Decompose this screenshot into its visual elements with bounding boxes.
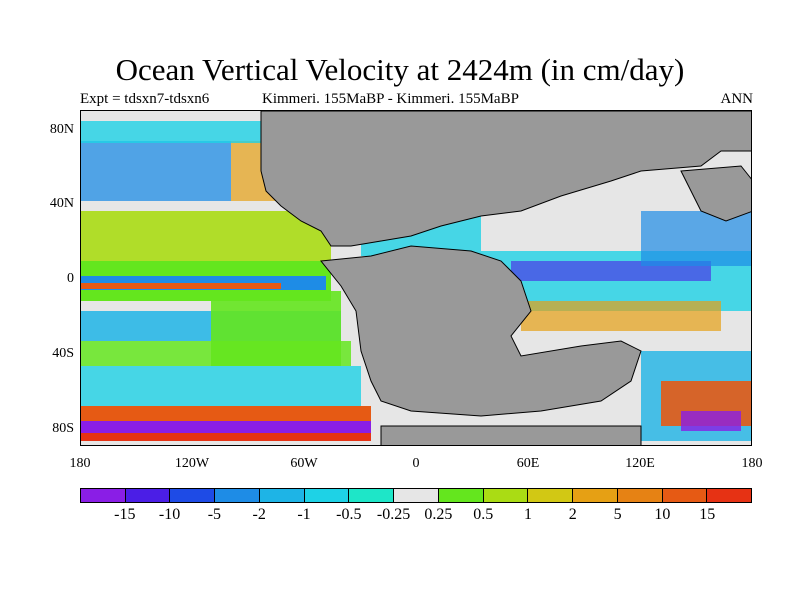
colorbar-swatch [573, 489, 618, 502]
colorbar-swatch [170, 489, 216, 502]
y-tick-label: 80S [52, 421, 74, 436]
colorbar-label: 5 [613, 506, 622, 523]
season-label: ANN [720, 91, 754, 107]
colorbar-swatch [394, 489, 439, 502]
colorbar-swatch [617, 489, 663, 502]
colorbar-swatch [304, 489, 350, 502]
colorbar-swatch [707, 489, 752, 502]
colorbar-label: 2 [568, 506, 577, 523]
colorbar-swatch [349, 489, 395, 502]
x-tick-label: 60E [516, 456, 540, 471]
colorbar-label: 15 [699, 506, 716, 523]
arctic-land [571, 126, 641, 146]
gondwana-landmass [320, 245, 642, 417]
x-tick-label: 120E [625, 456, 655, 471]
antarctica-landmass [380, 425, 642, 445]
colorbar-swatch [125, 489, 171, 502]
indian-patch [641, 211, 751, 266]
experiment-label: Expt = tdsxn7-tdsxn6 [80, 91, 210, 107]
y-tick-label: 40S [52, 346, 74, 361]
colorbar-label: 0.5 [473, 506, 494, 523]
colorbar-label: -10 [158, 506, 181, 523]
colorbar [80, 488, 752, 503]
colorbar-label: -5 [207, 506, 222, 523]
y-tick-label: 0 [67, 271, 74, 286]
pacific-band [81, 141, 231, 201]
colorbar-swatch [662, 489, 708, 502]
colorbar-label: 0.25 [424, 506, 453, 523]
velocity-field-map [81, 111, 751, 445]
period-label: Kimmeri. 155MaBP - Kimmeri. 155MaBP [262, 91, 519, 107]
colorbar-label: 10 [654, 506, 671, 523]
plot-title: Ocean Vertical Velocity at 2424m (in cm/… [115, 52, 685, 87]
y-tick-label: 40N [49, 196, 74, 211]
colorbar-swatch [81, 489, 126, 502]
colorbar-swatch [259, 489, 305, 502]
southern-band [81, 433, 371, 441]
x-tick-label: 0 [412, 456, 420, 471]
colorbar-label: 1 [524, 506, 532, 523]
x-tick-label: 120W [174, 456, 210, 471]
pacific-band [211, 291, 341, 366]
colorbar-swatch [438, 489, 484, 502]
pacific-band [81, 283, 281, 289]
y-tick-label: 80N [49, 122, 74, 137]
colorbar-label: -1 [297, 506, 311, 523]
colorbar-swatch [528, 489, 574, 502]
x-tick-label: 180 [69, 456, 91, 471]
x-tick-label: 60W [290, 456, 318, 471]
colorbar-swatch [215, 489, 260, 502]
colorbar-label: -15 [114, 506, 136, 523]
southern-east-patch [681, 411, 741, 431]
east-asia-landmass [680, 165, 751, 222]
colorbar-label: -0.25 [376, 506, 411, 523]
x-tick-label: 180 [741, 456, 763, 471]
pacific-band [81, 366, 361, 406]
colorbar-label: -0.5 [336, 506, 362, 523]
map-panel [80, 110, 752, 446]
colorbar-label: -2 [252, 506, 266, 523]
colorbar-swatch [483, 489, 529, 502]
indian-patch [521, 301, 721, 331]
